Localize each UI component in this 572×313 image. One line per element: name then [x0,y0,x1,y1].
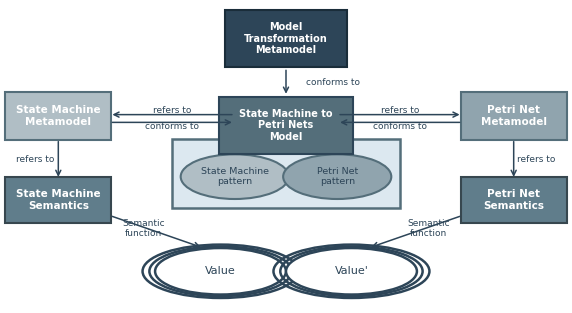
Text: Model
Transformation
Metamodel: Model Transformation Metamodel [244,22,328,55]
Text: conforms to: conforms to [373,121,427,131]
Text: refers to: refers to [17,155,55,164]
FancyBboxPatch shape [5,92,111,140]
Text: Semantic
function: Semantic function [407,219,450,238]
Ellipse shape [283,154,391,199]
Text: refers to: refers to [380,106,419,115]
Text: Petri Net
Metamodel: Petri Net Metamodel [480,105,547,127]
Text: refers to: refers to [517,155,555,164]
FancyBboxPatch shape [461,177,567,223]
Ellipse shape [181,154,289,199]
Text: State Machine
Metamodel: State Machine Metamodel [16,105,101,127]
Text: Semantic
function: Semantic function [122,219,165,238]
Text: State Machine
pattern: State Machine pattern [201,167,269,186]
Text: refers to: refers to [153,106,192,115]
FancyBboxPatch shape [5,177,111,223]
Text: State Machine to
Petri Nets
Model: State Machine to Petri Nets Model [239,109,333,142]
FancyBboxPatch shape [219,97,353,154]
Ellipse shape [155,248,286,295]
Text: conforms to: conforms to [306,78,360,87]
FancyBboxPatch shape [172,139,400,208]
Ellipse shape [286,248,417,295]
Text: Petri Net
Semantics: Petri Net Semantics [483,189,544,211]
Text: conforms to: conforms to [145,121,199,131]
Text: Symbolic state: Symbolic state [229,131,301,141]
Text: Value: Value [205,266,236,276]
Text: State Machine
Semantics: State Machine Semantics [16,189,101,211]
FancyBboxPatch shape [225,10,347,68]
Text: Value': Value' [335,266,368,276]
Text: Petri Net
pattern: Petri Net pattern [317,167,358,186]
FancyBboxPatch shape [461,92,567,140]
